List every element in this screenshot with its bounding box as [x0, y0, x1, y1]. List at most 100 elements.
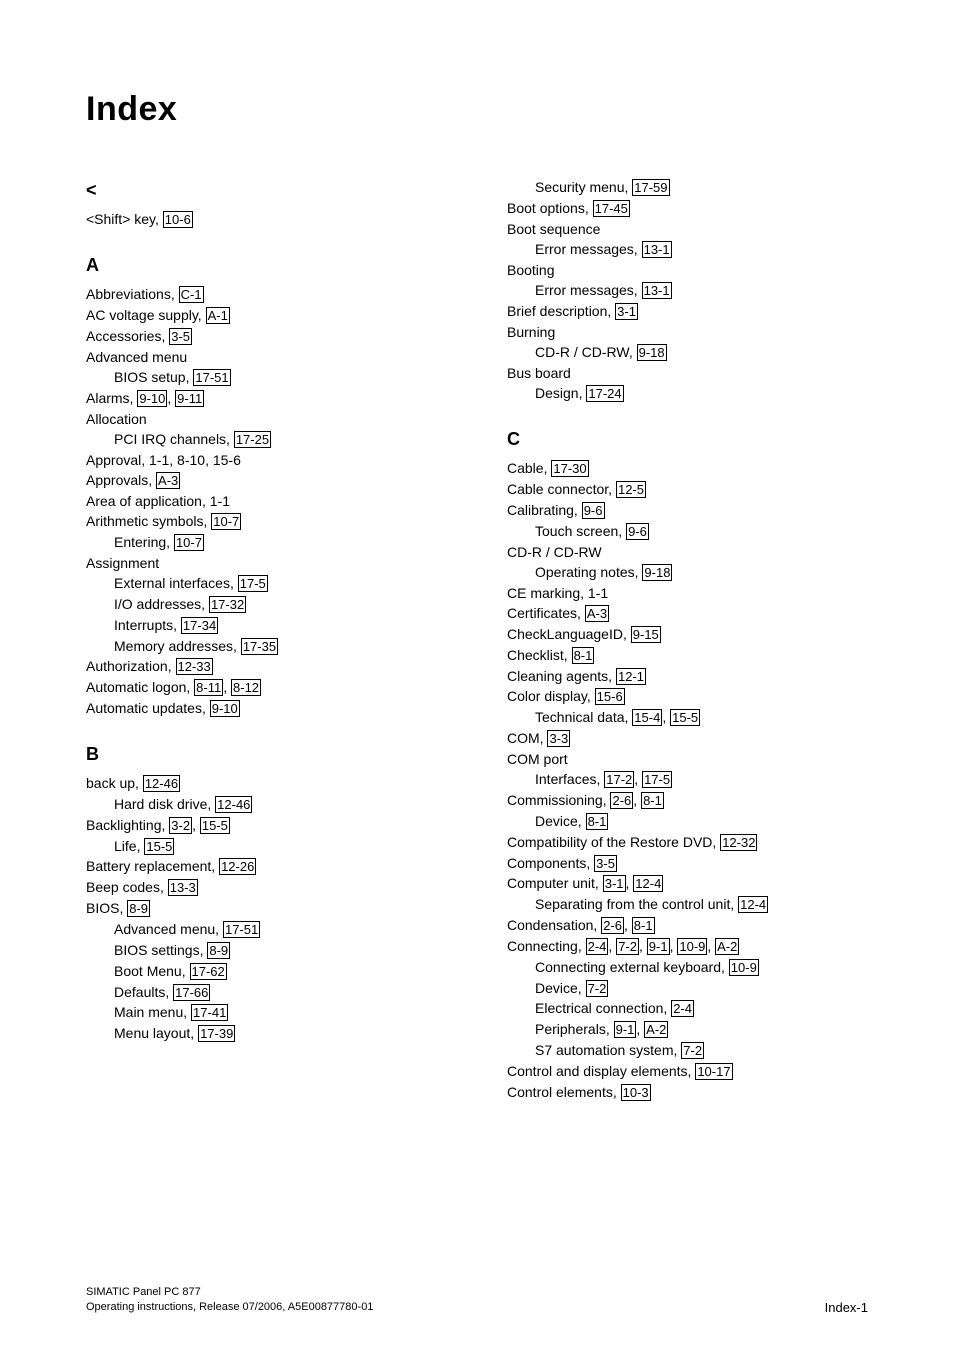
- page-link[interactable]: 10-9: [729, 959, 759, 976]
- page-link[interactable]: 8-1: [641, 792, 664, 809]
- page-link[interactable]: 12-46: [143, 775, 180, 792]
- entry-label: Technical data,: [535, 709, 632, 725]
- page-link[interactable]: 15-5: [200, 817, 230, 834]
- entry-label: Boot sequence: [507, 221, 600, 237]
- page-link[interactable]: 9-6: [582, 502, 605, 519]
- page-link[interactable]: 8-1: [632, 917, 655, 934]
- page-link[interactable]: 7-2: [586, 980, 609, 997]
- entry-label: Advanced menu,: [114, 921, 223, 937]
- page-link[interactable]: 2-4: [586, 938, 609, 955]
- page-link[interactable]: 12-4: [633, 875, 663, 892]
- entry-battery: Battery replacement, 12-26: [86, 856, 447, 877]
- page-link[interactable]: 17-2: [604, 771, 634, 788]
- separator: ,: [707, 938, 715, 954]
- page-link[interactable]: 12-33: [176, 658, 213, 675]
- separator: ,: [192, 817, 200, 833]
- page-link[interactable]: 3-2: [169, 817, 192, 834]
- entry-bios-set: BIOS settings, 8-9: [86, 940, 447, 961]
- page-link[interactable]: 13-1: [642, 241, 672, 258]
- page-link[interactable]: 17-34: [181, 617, 218, 634]
- page-link[interactable]: 15-4: [632, 709, 662, 726]
- entry-label: back up,: [86, 775, 143, 791]
- page-link[interactable]: 7-2: [681, 1042, 704, 1059]
- entry-backup-hd: Hard disk drive, 12-46: [86, 794, 447, 815]
- entry-label: Cable,: [507, 460, 551, 476]
- page-link[interactable]: 17-59: [632, 179, 669, 196]
- page-link[interactable]: 15-5: [670, 709, 700, 726]
- page-link[interactable]: 10-17: [695, 1063, 732, 1080]
- page-link[interactable]: 9-15: [631, 626, 661, 643]
- page-link[interactable]: 9-1: [614, 1021, 637, 1038]
- page-link[interactable]: 17-30: [551, 460, 588, 477]
- page-link[interactable]: 2-6: [610, 792, 633, 809]
- page-link[interactable]: 17-62: [190, 963, 227, 980]
- page-link[interactable]: 9-6: [626, 523, 649, 540]
- page-link[interactable]: 8-9: [127, 900, 150, 917]
- page-link[interactable]: 17-25: [234, 431, 271, 448]
- page-link[interactable]: 17-51: [223, 921, 260, 938]
- page-link[interactable]: 17-39: [198, 1025, 235, 1042]
- page-link[interactable]: 10-7: [211, 513, 241, 530]
- page-link[interactable]: 12-26: [219, 858, 256, 875]
- page-link[interactable]: 17-35: [241, 638, 278, 655]
- page-link[interactable]: A-2: [644, 1021, 668, 1038]
- entry-bios-main: Main menu, 17-41: [86, 1002, 447, 1023]
- entry-label: Alarms,: [86, 390, 137, 406]
- page-link[interactable]: 12-5: [616, 481, 646, 498]
- separator: ,: [639, 938, 647, 954]
- page-link[interactable]: 2-6: [601, 917, 624, 934]
- page-link[interactable]: 9-10: [137, 390, 167, 407]
- entry-label: Cleaning agents,: [507, 668, 616, 684]
- page-link[interactable]: 2-4: [671, 1000, 694, 1017]
- page-link[interactable]: 10-7: [174, 534, 204, 551]
- entry-security-menu: Security menu, 17-59: [507, 177, 868, 198]
- page-link[interactable]: A-1: [206, 307, 230, 324]
- page-link[interactable]: 3-1: [603, 875, 626, 892]
- page-link[interactable]: 12-4: [738, 896, 768, 913]
- page-link[interactable]: 8-11: [194, 679, 223, 696]
- page-link[interactable]: 10-9: [677, 938, 707, 955]
- page-link[interactable]: 12-46: [215, 796, 252, 813]
- page-link[interactable]: 17-24: [586, 385, 623, 402]
- page-link[interactable]: 13-3: [168, 879, 198, 896]
- page-link[interactable]: A-3: [585, 605, 609, 622]
- page-link[interactable]: 17-32: [209, 596, 246, 613]
- page-link[interactable]: 3-3: [547, 730, 570, 747]
- page-link[interactable]: 9-11: [175, 390, 204, 407]
- page-link[interactable]: 15-5: [144, 838, 174, 855]
- page-link[interactable]: A-3: [156, 472, 180, 489]
- page-link[interactable]: A-2: [715, 938, 739, 955]
- page-link[interactable]: 3-5: [169, 328, 192, 345]
- entry-booting: Booting: [507, 260, 868, 280]
- page-link[interactable]: 12-32: [720, 834, 757, 851]
- page-link[interactable]: 13-1: [642, 282, 672, 299]
- page-link[interactable]: 3-5: [594, 855, 617, 872]
- page-link[interactable]: 8-12: [231, 679, 261, 696]
- page-link[interactable]: 7-2: [616, 938, 639, 955]
- page-link[interactable]: 17-5: [642, 771, 672, 788]
- page-link[interactable]: 9-1: [647, 938, 670, 955]
- separator: ,: [167, 390, 175, 406]
- page-link[interactable]: 8-1: [586, 813, 609, 830]
- entry-label: Bus board: [507, 365, 571, 381]
- page-link[interactable]: 10-6: [163, 211, 193, 228]
- page-link[interactable]: 15-6: [595, 688, 625, 705]
- page-link[interactable]: 10-3: [621, 1084, 651, 1101]
- page-link[interactable]: 8-9: [207, 942, 230, 959]
- page-link[interactable]: 17-45: [593, 200, 630, 217]
- page-link[interactable]: 17-41: [191, 1004, 228, 1021]
- page-link[interactable]: 9-10: [210, 700, 240, 717]
- page-link[interactable]: 8-1: [572, 647, 595, 664]
- entry-backlight: Backlighting, 3-2, 15-5: [86, 815, 447, 836]
- page-link[interactable]: 9-18: [637, 344, 667, 361]
- page-link[interactable]: 9-18: [642, 564, 672, 581]
- page-link[interactable]: 12-1: [616, 668, 646, 685]
- page-link[interactable]: C-1: [179, 286, 204, 303]
- page-link[interactable]: 17-66: [173, 984, 210, 1001]
- entry-label: Automatic updates,: [86, 700, 210, 716]
- page-link[interactable]: 3-1: [615, 303, 638, 320]
- page-link[interactable]: 17-51: [193, 369, 230, 386]
- entry-label: Approvals,: [86, 472, 156, 488]
- entry-label: AC voltage supply,: [86, 307, 206, 323]
- page-link[interactable]: 17-5: [238, 575, 268, 592]
